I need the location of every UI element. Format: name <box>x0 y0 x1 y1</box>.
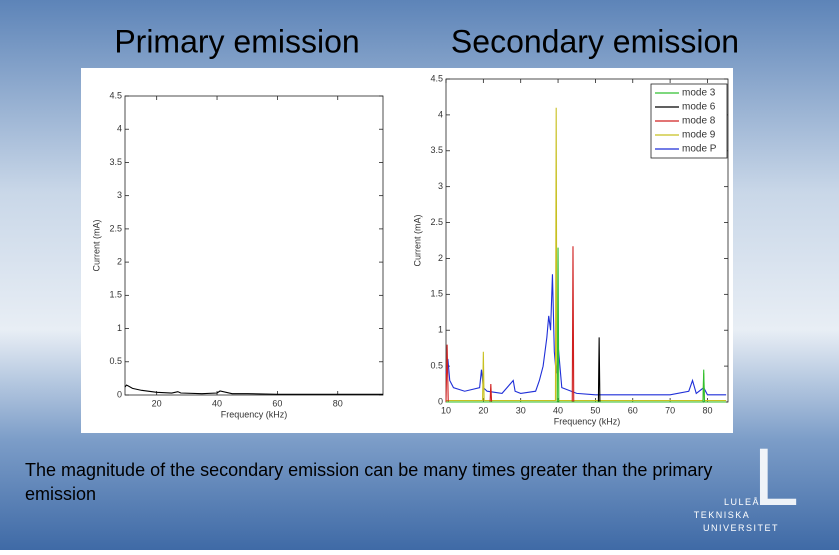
x-tick-label: 30 <box>516 405 526 415</box>
heading: Secondary emission <box>451 23 739 59</box>
y-axis-label: Current (mA) <box>412 214 422 266</box>
y-tick-label: 0.5 <box>109 356 122 366</box>
logo-text: LULEÅ <box>724 497 760 507</box>
y-tick-label: 0 <box>438 396 443 406</box>
legend-label: mode P <box>682 144 717 155</box>
x-tick-label: 80 <box>702 405 712 415</box>
x-tick-label: 20 <box>152 398 162 408</box>
y-tick-label: 3 <box>438 181 443 191</box>
y-tick-label: 4 <box>438 109 443 119</box>
y-tick-label: 3 <box>117 190 122 200</box>
legend-label: mode 8 <box>682 116 716 127</box>
legend-label: mode 3 <box>682 88 716 99</box>
legend-label: mode 6 <box>682 102 716 113</box>
series-line <box>124 384 383 395</box>
y-tick-label: 2 <box>438 253 443 263</box>
y-tick-label: 1 <box>438 325 443 335</box>
y-tick-label: 0.5 <box>430 360 443 370</box>
x-tick-label: 80 <box>333 398 343 408</box>
body-box: The magnitude of the secondary emission … <box>25 460 713 504</box>
x-axis-label: Frequency (kHz) <box>221 409 288 419</box>
y-tick-label: 2 <box>117 256 122 266</box>
y-tick-label: 1 <box>117 323 122 333</box>
x-tick-label: 50 <box>590 405 600 415</box>
series-line <box>446 247 727 403</box>
x-tick-label: 70 <box>665 405 675 415</box>
y-axis-label: Current (mA) <box>91 219 101 271</box>
series-line <box>445 274 727 396</box>
y-tick-label: 2.5 <box>109 223 122 233</box>
y-tick-label: 1.5 <box>430 289 443 299</box>
x-tick-label: 40 <box>212 398 222 408</box>
x-tick-label: 40 <box>553 405 563 415</box>
y-tick-label: 2.5 <box>430 217 443 227</box>
y-tick-label: 4.5 <box>430 73 443 83</box>
y-tick-label: 1.5 <box>109 290 122 300</box>
chart-panel <box>81 68 433 433</box>
x-tick-label: 20 <box>478 405 488 415</box>
x-axis-label: Frequency (kHz) <box>554 416 621 426</box>
y-tick-label: 3.5 <box>109 157 122 167</box>
heading: Primary emission <box>114 23 359 59</box>
y-tick-label: 0 <box>117 389 122 399</box>
y-tick-label: 4 <box>117 124 122 134</box>
y-tick-label: 3.5 <box>430 145 443 155</box>
legend-label: mode 9 <box>682 130 716 141</box>
x-tick-label: 60 <box>272 398 282 408</box>
logo-mark: L <box>753 432 799 523</box>
x-tick-label: 10 <box>441 405 451 415</box>
body-text: The magnitude of the secondary emission … <box>25 460 713 504</box>
x-tick-label: 60 <box>628 405 638 415</box>
logo-text: UNIVERSITET <box>703 523 779 533</box>
series-line <box>445 246 727 403</box>
y-tick-label: 4.5 <box>109 90 122 100</box>
logo-text: TEKNISKA <box>694 510 751 520</box>
plot-frame <box>124 95 384 396</box>
logo: L LULEÅ TEKNISKA UNIVERSITET <box>694 432 799 533</box>
